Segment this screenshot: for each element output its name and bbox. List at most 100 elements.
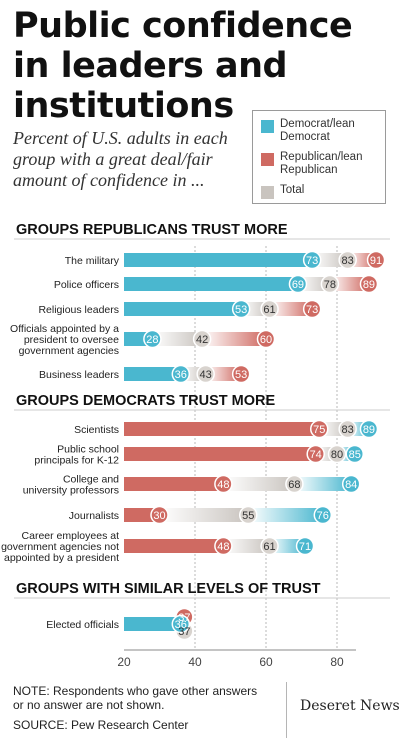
legend-swatch-total xyxy=(261,186,274,199)
value-dot-dem xyxy=(295,536,315,556)
value-label-rep: 60 xyxy=(260,334,272,346)
value-label-total: 43 xyxy=(200,369,212,381)
value-dot-total xyxy=(327,444,347,464)
value-label-rep: 91 xyxy=(370,255,382,267)
value-dot-total xyxy=(338,419,357,439)
bar-total xyxy=(159,508,249,522)
value-dot-dem xyxy=(341,474,361,494)
x-tick-label: 20 xyxy=(117,655,131,669)
section-heading: GROUPS REPUBLICANS TRUST MORE xyxy=(16,222,288,238)
row-label: Religious leaders xyxy=(38,304,119,316)
value-dot-total xyxy=(320,274,340,294)
value-label-total: 61 xyxy=(263,304,275,316)
bar-rep xyxy=(205,367,242,381)
value-dot-total xyxy=(260,299,279,319)
value-label-rep: 89 xyxy=(363,279,375,291)
value-label-total: 42 xyxy=(196,334,208,346)
bar-rep xyxy=(124,447,316,461)
value-dot-total xyxy=(260,536,279,556)
bar-rep xyxy=(329,277,369,291)
bar-total xyxy=(312,253,348,267)
value-label-rep: 48 xyxy=(217,479,229,491)
x-tick-label: 80 xyxy=(330,655,344,669)
value-label-dem: 53 xyxy=(235,304,247,316)
value-dot-rep xyxy=(359,274,379,294)
value-dot-dem xyxy=(171,364,191,384)
value-dot-dem xyxy=(359,419,379,439)
publisher-logo: Deseret News xyxy=(300,698,400,714)
value-label-rep: 30 xyxy=(153,510,165,522)
bar-dem xyxy=(124,617,181,631)
value-dot-total xyxy=(196,364,215,384)
bar-dem xyxy=(124,253,313,267)
footnote: NOTE: Respondents who gave other answers… xyxy=(13,684,258,712)
value-label-total: 68 xyxy=(288,479,300,491)
value-dot-dem xyxy=(288,274,308,294)
bar-rep xyxy=(269,302,313,316)
legend-label-rep: Republican/lean Republican xyxy=(280,151,363,176)
value-dot-rep xyxy=(302,299,322,319)
bar-rep xyxy=(124,422,320,436)
value-label-rep: 37 xyxy=(178,612,190,624)
row-label: Public school xyxy=(57,444,119,456)
row-label: College and xyxy=(63,474,119,486)
value-dot-dem xyxy=(313,505,333,525)
row-label: principals for K-12 xyxy=(34,455,119,467)
bar-total xyxy=(223,477,295,491)
source-note: SOURCE: Pew Research Center xyxy=(13,718,189,732)
value-dot-rep xyxy=(256,329,276,349)
value-label-dem: 76 xyxy=(317,510,329,522)
value-label-dem: 73 xyxy=(306,255,318,267)
row-label: Elected officials xyxy=(46,619,119,631)
row-label: appointed by a president xyxy=(4,552,119,564)
value-label-dem: 69 xyxy=(292,279,304,291)
value-dot-rep xyxy=(310,419,329,439)
value-dot-total xyxy=(338,250,357,270)
value-label-dem: 71 xyxy=(299,541,311,553)
row-label: government agencies xyxy=(19,345,119,357)
row-label: government agencies not xyxy=(1,541,119,553)
row-label: Police officers xyxy=(54,279,119,291)
value-label-total: 37 xyxy=(178,626,190,638)
legend-label-dem: Democrat/lean Democrat xyxy=(280,118,355,143)
bar-rep xyxy=(124,539,224,553)
section-heading: GROUPS DEMOCRATS TRUST MORE xyxy=(16,393,275,409)
section-heading: GROUPS WITH SIMILAR LEVELS OF TRUST xyxy=(16,581,321,597)
chart: 20 40 60 80 GROUPS REPUBLICANS TRUST MORE The… xyxy=(1,222,390,669)
value-label-dem: 85 xyxy=(349,449,361,461)
value-label-rep: 74 xyxy=(310,449,322,461)
value-label-rep: 53 xyxy=(235,369,247,381)
value-dot-dem xyxy=(302,250,322,270)
row-label: university professors xyxy=(23,485,119,497)
bar-dem xyxy=(248,508,323,522)
value-label-dem: 89 xyxy=(363,424,375,436)
x-tick-label: 40 xyxy=(188,655,202,669)
legend-swatch-rep xyxy=(261,153,274,166)
value-label-total: 83 xyxy=(342,424,354,436)
value-dot-rep xyxy=(306,444,325,464)
value-dot-dem xyxy=(143,329,162,349)
value-label-total: 83 xyxy=(342,255,354,267)
value-dot-rep xyxy=(150,505,169,525)
value-label-rep: 75 xyxy=(313,424,325,436)
value-label-total: 80 xyxy=(331,449,343,461)
bar-rep xyxy=(124,508,160,522)
value-label-rep: 48 xyxy=(217,541,229,553)
value-dot-dem xyxy=(231,299,251,319)
bar-dem xyxy=(294,477,352,491)
page-title: Public confidence in leaders and institu… xyxy=(13,6,353,126)
value-label-dem: 36 xyxy=(175,619,187,631)
value-label-dem: 36 xyxy=(175,369,187,381)
subtitle: Percent of U.S. adults in each group wit… xyxy=(13,128,228,190)
value-label-total: 55 xyxy=(242,510,254,522)
value-dot-total xyxy=(192,329,212,349)
row-label: Business leaders xyxy=(39,369,119,381)
row-label: The military xyxy=(65,255,120,267)
value-dot-rep xyxy=(214,474,233,494)
bar-dem xyxy=(124,302,242,316)
bar-total xyxy=(223,539,270,553)
row-label: Scientists xyxy=(74,424,119,436)
x-tick-label: 60 xyxy=(259,655,273,669)
footer-divider xyxy=(286,682,287,738)
legend-label-total: Total xyxy=(280,184,305,196)
